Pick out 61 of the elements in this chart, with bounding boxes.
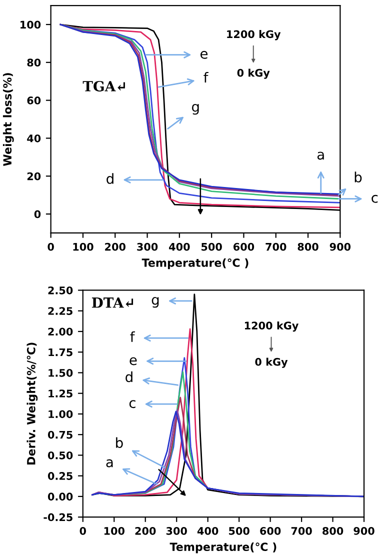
x-tick-label: 900 [330,242,351,251]
annotation: f [204,72,208,83]
y-tick-label: 1.25 [48,390,72,398]
y-tick-label: 80 [27,58,41,67]
y-tick-label: 0.50 [48,451,73,460]
annotation: e [200,50,208,59]
x-tick-label: 900 [354,526,374,535]
y-tick-label: 0 [34,210,41,218]
annotation: g [192,104,199,115]
x-tick-label: 200 [135,526,156,535]
annotation: b [116,437,123,448]
annotation: d [126,371,132,382]
y-tick-label: 0.00 [48,492,73,501]
y-tick-label: 2.50 [48,286,73,294]
annotation: a [106,459,113,468]
y-tick-label: 1.50 [48,368,73,377]
annotation: c [372,194,378,203]
y-tick-label: 1.00 [48,410,73,418]
y-tick-label: 100 [20,20,41,29]
annotation: 1200 kGy [227,30,281,40]
x-tick-label: 600 [234,242,254,251]
annotation: f [130,331,135,342]
x-axis-title: Temperature(℃ ) [142,258,248,270]
annotation: e [130,357,137,366]
x-tick-label: 300 [137,242,158,251]
x-tick-label: 600 [260,526,281,535]
x-tick-label: 700 [266,242,286,251]
x-tick-label: 800 [298,242,318,251]
annotation: g [152,297,159,308]
y-tick-label: 1.75 [48,348,72,356]
y-axis-title: Weight loss(%) [2,73,14,166]
x-tick-label: 0 [80,526,86,535]
x-axis-title: Temperature(℃ ) [170,542,276,554]
y-tick-label: 0.25 [48,472,72,480]
x-tick-label: 100 [73,242,94,251]
x-tick-label: 400 [169,242,190,251]
y-tick-label: 0.75 [48,430,72,439]
annotation: b [354,172,362,182]
x-tick-label: 200 [105,242,126,251]
text: TGA↵ [82,80,125,92]
x-tick-label: 300 [166,526,187,535]
y-tick-label: 20 [27,172,41,180]
x-tick-label: 800 [322,526,344,535]
annotation: 1200 kGy [244,321,299,332]
annotation: d [106,173,114,184]
y-axis-title: Deriv. Weight(%/℃) [26,342,38,464]
annotation: 0 kGy [255,358,288,368]
annotation: 0 kGy [237,68,270,79]
annotation: a [317,152,324,160]
y-tick-label: 60 [27,96,41,104]
y-tick-label: 40 [27,134,41,142]
y-tick-label: -0.25 [44,513,72,522]
y-tick-label: 2.25 [48,307,72,315]
x-tick-label: 400 [197,526,218,535]
x-tick-label: 100 [104,526,125,535]
x-tick-label: 500 [202,242,222,251]
annotation: c [129,400,136,408]
chart-title: DTA↵ [92,298,134,308]
x-tick-label: 500 [229,526,250,535]
x-tick-label: 700 [291,526,312,535]
y-tick-label: 2.00 [48,328,73,336]
